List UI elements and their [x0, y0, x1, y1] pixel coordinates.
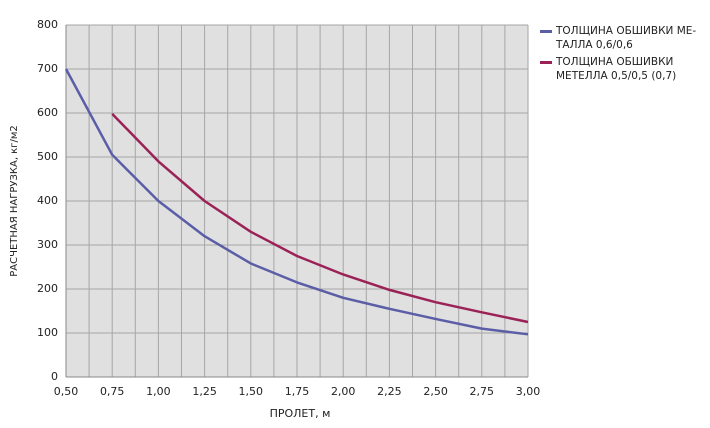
legend-label: ТОЛЩИНА ОБШИВКИ МЕТЕЛЛА 0,5/0,5 (0,7) — [556, 56, 677, 82]
x-tick-label: 2,75 — [470, 385, 495, 398]
y-tick-label: 400 — [37, 194, 58, 207]
x-tick-label: 0,50 — [54, 385, 79, 398]
legend-item: ТОЛЩИНА ОБШИВКИ МЕТЕЛЛА 0,5/0,5 (0,7) — [540, 55, 705, 83]
y-axis-label: РАСЧЕТНАЯ НАГРУЗКА, кг/м2 — [9, 125, 20, 276]
x-tick-label: 1,25 — [192, 385, 217, 398]
series-line — [111, 113, 529, 324]
x-tick-label: 2,00 — [331, 385, 356, 398]
legend: ТОЛЩИНА ОБШИВКИ МЕ- ТАЛЛА 0,6/0,6 ТОЛЩИНА… — [540, 24, 705, 86]
x-tick-label: 2,25 — [377, 385, 402, 398]
chart: ПРОЛЕТ, м РАСЧЕТНАЯ НАГРУЗКА, кг/м2 0 100… — [9, 18, 540, 420]
x-tick-label: 1,00 — [146, 385, 171, 398]
y-tick-label: 300 — [37, 238, 58, 251]
y-tick-label: 500 — [37, 150, 58, 163]
x-tick-label: 1,50 — [239, 385, 264, 398]
legend-label: ТОЛЩИНА ОБШИВКИ МЕ- ТАЛЛА 0,6/0,6 — [556, 25, 697, 51]
y-tick-label: 0 — [51, 370, 58, 383]
y-tick-label: 100 — [37, 326, 58, 339]
y-tick-label: 700 — [37, 62, 58, 75]
legend-swatch — [540, 61, 552, 64]
y-tick-label: 800 — [37, 18, 58, 31]
x-tick-label: 0,75 — [100, 385, 125, 398]
series-line — [64, 68, 529, 336]
x-axis-label: ПРОЛЕТ, м — [270, 407, 331, 420]
x-tick-label: 2,50 — [423, 385, 448, 398]
x-tick-label: 1,75 — [285, 385, 310, 398]
legend-item: ТОЛЩИНА ОБШИВКИ МЕ- ТАЛЛА 0,6/0,6 — [540, 24, 705, 52]
y-tick-label: 600 — [37, 106, 58, 119]
x-tick-label: 3,00 — [516, 385, 540, 398]
legend-swatch — [540, 30, 552, 33]
y-tick-label: 200 — [37, 282, 58, 295]
